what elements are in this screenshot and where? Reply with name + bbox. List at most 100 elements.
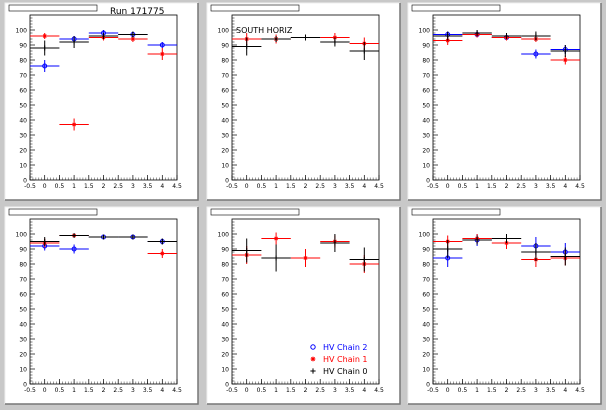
y-tick-label: 10: [422, 163, 430, 170]
x-tick-label: 4.5: [374, 183, 384, 190]
y-tick-label: 40: [19, 322, 27, 329]
x-tick-label: 4: [563, 387, 567, 394]
x-tick-label: 0.5: [55, 183, 65, 190]
legend: HV Chain 2 HV Chain 1 HV Chain 0: [310, 343, 368, 376]
data-point-plus: [244, 248, 250, 253]
y-tick-label: 50: [422, 307, 430, 314]
x-tick-label: 2.5: [516, 183, 526, 190]
panel-bevel-light: [206, 2, 400, 200]
panel-background: [207, 207, 400, 404]
x-tick-label: 2.5: [113, 183, 123, 190]
data-point-plus: [504, 33, 509, 39]
data-point-star: [71, 122, 77, 127]
data-point-plus: [361, 48, 367, 54]
x-tick-label: 2: [102, 387, 106, 394]
x-tick-label: 2.5: [315, 387, 325, 394]
x-tick-label: 2: [304, 183, 308, 190]
x-tick-label: 0: [245, 183, 249, 190]
y-tick-label: 20: [221, 148, 229, 155]
panel-bevel-light: [407, 206, 601, 404]
y-tick-label: 20: [19, 352, 27, 359]
y-tick-label: 70: [19, 73, 27, 80]
x-tick-label: 0.5: [257, 183, 267, 190]
x-tick-label: -0.5: [24, 387, 36, 394]
x-tick-label: -0.5: [427, 183, 439, 190]
x-tick-label: 4: [563, 183, 567, 190]
data-point-plus: [273, 36, 279, 42]
data-point-plus: [474, 237, 480, 243]
x-tick-label: 4: [362, 387, 366, 394]
x-tick-label: 4.5: [172, 387, 182, 394]
x-tick-label: 4.5: [575, 387, 585, 394]
y-tick-label: 80: [221, 58, 229, 65]
data-point-plus: [445, 33, 451, 39]
data-point-plus: [504, 236, 509, 241]
data-point-plus: [562, 254, 568, 259]
x-tick-label: 2: [304, 387, 308, 394]
y-tick-label: 10: [221, 163, 229, 170]
x-tick-label: 1.5: [487, 387, 497, 394]
y-tick-label: 100: [16, 28, 28, 35]
y-tick-label: 30: [422, 133, 430, 140]
panel-bevel-dark: [207, 207, 401, 405]
legend-label: HV Chain 2: [323, 343, 368, 352]
x-tick-label: 1.5: [286, 183, 296, 190]
y-tick-label: 60: [422, 292, 430, 299]
panel-title-box: [8, 208, 98, 216]
y-tick-label: 70: [422, 277, 430, 284]
x-tick-label: 4.5: [575, 183, 585, 190]
y-tick-label: 30: [422, 337, 430, 344]
x-tick-label: 2: [102, 183, 106, 190]
x-tick-label: 0.5: [257, 387, 267, 394]
x-tick-label: 3: [131, 183, 135, 190]
panel-bevel-light: [206, 206, 400, 404]
y-tick-label: 0: [23, 178, 27, 185]
y-tick-label: 50: [221, 307, 229, 314]
x-tick-label: 1.5: [487, 183, 497, 190]
data-point-plus: [71, 39, 77, 45]
y-tick-label: 40: [422, 322, 430, 329]
x-tick-label: 0: [43, 183, 47, 190]
run-label: Run 171775: [110, 7, 164, 17]
y-tick-label: 10: [422, 367, 430, 374]
x-tick-label: 3: [333, 387, 337, 394]
data-point-circle: [42, 63, 48, 69]
panel-bevel-dark: [207, 3, 401, 201]
data-point-star: [130, 36, 136, 42]
x-tick-label: 3.5: [143, 387, 153, 394]
panel-bevel-dark: [5, 207, 199, 405]
y-tick-label: 80: [19, 262, 27, 269]
y-tick-label: 40: [422, 118, 430, 125]
panel-background: [207, 3, 400, 200]
y-tick-label: 0: [225, 178, 229, 185]
y-tick-label: 40: [221, 118, 229, 125]
y-tick-label: 100: [16, 232, 28, 239]
x-tick-label: 4: [160, 183, 164, 190]
y-tick-label: 10: [19, 367, 27, 374]
data-point-circle: [71, 246, 77, 252]
y-tick-label: 60: [221, 292, 229, 299]
panel-bevel-dark: [408, 3, 602, 201]
y-tick-label: 30: [221, 133, 229, 140]
y-tick-label: 80: [422, 58, 430, 65]
x-tick-label: 1: [72, 387, 76, 394]
y-tick-label: 90: [19, 247, 27, 254]
x-tick-label: 2.5: [315, 183, 325, 190]
y-tick-label: 30: [221, 337, 229, 344]
legend-marker-plus: [310, 368, 316, 374]
panel-background: [5, 207, 198, 404]
y-tick-label: 20: [221, 352, 229, 359]
y-tick-label: 100: [218, 232, 230, 239]
x-tick-label: 3: [534, 387, 538, 394]
data-point-plus: [244, 44, 250, 49]
y-tick-label: 50: [221, 103, 229, 110]
data-point-plus: [361, 257, 367, 262]
data-point-star: [160, 51, 165, 57]
panel-title-box: [210, 4, 300, 12]
data-point-star: [563, 57, 568, 63]
y-tick-label: 80: [221, 262, 229, 269]
x-tick-label: 1.5: [84, 387, 94, 394]
x-tick-label: 1: [72, 183, 76, 190]
x-tick-label: 3: [333, 183, 337, 190]
